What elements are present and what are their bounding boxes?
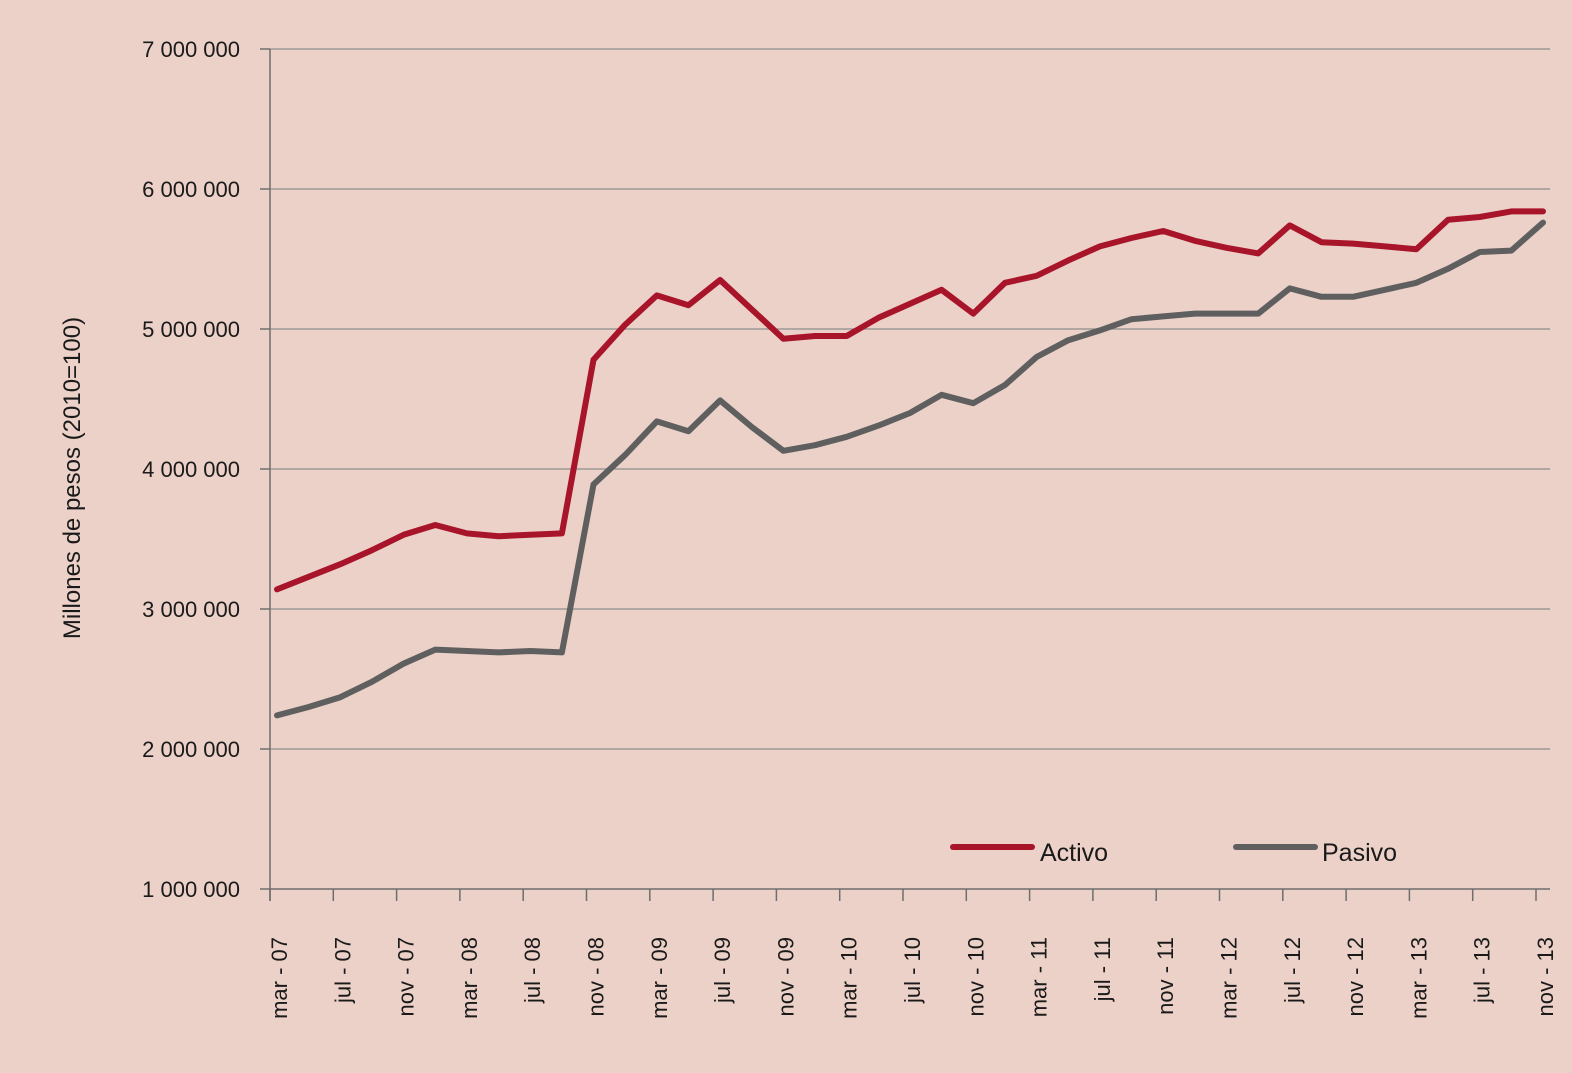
x-tick-label: jul - 07 (330, 937, 355, 1004)
x-tick-label: nov - 08 (584, 937, 609, 1017)
x-tick-label: jul - 11 (1090, 937, 1115, 1002)
x-tick-label: mar - 08 (457, 937, 482, 1019)
legend: Activo Pasivo (950, 839, 1397, 867)
x-tick-label: jul - 08 (520, 937, 545, 1004)
y-tick-label: 4 000 000 (142, 457, 240, 482)
y-tick-label: 2 000 000 (142, 737, 240, 762)
x-tick-label: nov - 10 (963, 937, 988, 1017)
grid-lines (270, 48, 1550, 750)
y-tick-label: 3 000 000 (142, 597, 240, 622)
x-tick-label: jul - 13 (1470, 937, 1495, 1004)
legend-label-pasivo: Pasivo (1322, 839, 1397, 867)
legend-label-activo: Activo (1040, 839, 1108, 867)
x-tick-label: mar - 10 (837, 937, 862, 1019)
y-tick-label: 7 000 000 (142, 37, 240, 62)
x-tick-label: nov - 12 (1343, 937, 1368, 1017)
x-tick-label: mar - 13 (1406, 937, 1431, 1019)
y-tick-label: 1 000 000 (142, 877, 240, 902)
x-tick-label: jul - 10 (900, 937, 925, 1004)
axes (260, 48, 1550, 901)
series-line-activo (274, 208, 1546, 593)
series-lines (274, 208, 1546, 719)
y-tick-label: 5 000 000 (142, 317, 240, 342)
x-tick-label: nov - 11 (1153, 937, 1178, 1015)
x-tick-label: jul - 09 (710, 937, 735, 1004)
x-tick-label: jul - 12 (1280, 937, 1305, 1004)
x-tick-label: nov - 13 (1533, 937, 1558, 1017)
x-tick-label: nov - 07 (394, 937, 419, 1017)
y-tick-label: 6 000 000 (142, 177, 240, 202)
x-tick-label: nov - 09 (773, 937, 798, 1017)
x-tick-label: mar - 11 (1027, 937, 1052, 1017)
x-tick-label: mar - 09 (647, 937, 672, 1019)
tick-labels: 1 000 000 2 000 000 3 000 000 4 000 000 5 00… (142, 37, 1558, 1019)
x-tick-label: mar - 12 (1217, 937, 1242, 1019)
x-tick-label: mar - 07 (267, 937, 292, 1019)
y-axis-label: Millones de pesos (2010=100) (59, 317, 86, 639)
